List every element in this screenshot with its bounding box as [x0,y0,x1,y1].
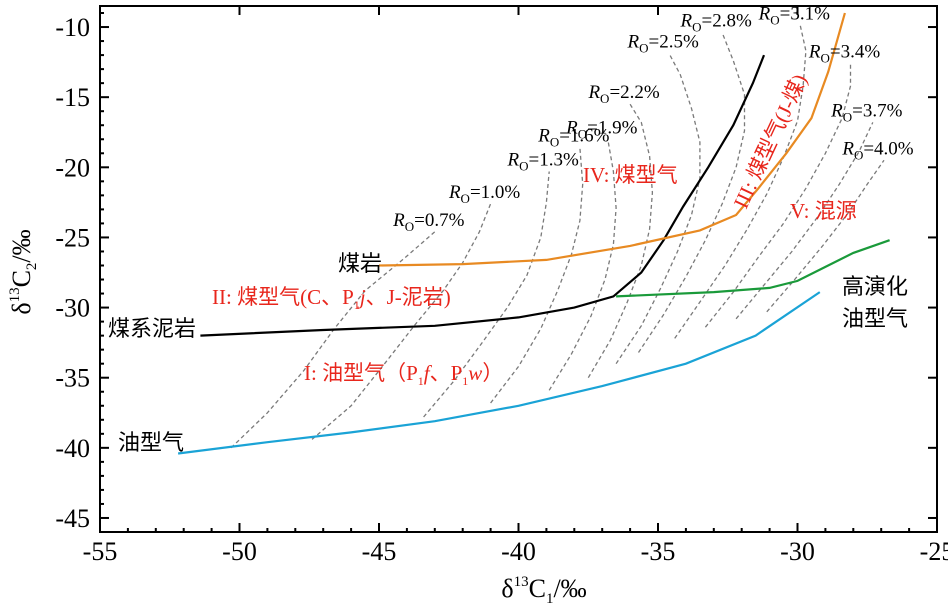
y-axis-title: δ13C2/‰ [7,229,40,314]
series-lines [177,12,890,455]
x-tick-label: -25 [920,537,948,566]
y-tick-label: -30 [55,294,90,323]
ro-label: RO=3.1% [758,4,830,28]
ro-line [704,63,852,328]
label-region-II: II: 煤型气(C、P1j、J-泥岩) [212,285,451,312]
ro-line [423,171,550,418]
ro-isolines [230,25,885,449]
ro-line [548,139,617,391]
ro-labels: RO=0.7% RO=1.0% RO=1.3%RO=1.6%RO=1.9% RO=2.… [392,4,914,234]
label-meiyan: 煤岩 [338,251,382,276]
x-tick-label: -30 [780,537,815,566]
ro-label: RO=1.3% [507,150,579,174]
plot-border [99,5,938,533]
x-tick-label: -55 [83,537,118,566]
ro-label: RO=1.9% [565,117,637,141]
ro-line [637,32,746,353]
ro-label: RO=4.0% [841,138,913,162]
y-tick-label: -40 [55,434,90,463]
label-youxing-qi: 油型气 [118,430,184,455]
ro-line [674,25,807,339]
series-line [378,12,846,267]
x-tick-label: -50 [222,537,257,566]
label-gaoyanhua-1: 高演化 [842,274,908,299]
ro-label: RO=2.2% [587,82,659,106]
y-tick-label: -20 [55,153,90,182]
ro-label: RO=3.4% [808,42,880,66]
label-meixi-niyan: 煤系泥岩 [108,316,196,341]
series-line [177,291,821,455]
ro-line [615,53,701,365]
ro-line [230,231,436,449]
ro-label: RO=1.6% [537,126,609,150]
x-tick-label: -35 [641,537,676,566]
ro-label: RO=2.8% [680,11,752,35]
label-region-V: V: 混源 [790,199,857,223]
ro-line [587,103,654,379]
plot-frame [99,5,938,533]
label-region-III: III: 煤型气(J-煤) [729,70,812,212]
axis-ticks: -55 -50 -45 -40 -35 -30 -25 -45 -40 -35 -30 -25 -20 -… [55,6,948,566]
x-tick-label: -40 [501,537,536,566]
ro-line [311,203,492,440]
ro-line [490,147,584,404]
label-region-IV: IV: 煤型气 [583,163,678,187]
series-line [616,239,890,298]
y-tick-label: -25 [55,223,90,252]
ro-line [766,159,885,313]
series-line [200,54,766,337]
ro-label: RO=0.7% [392,210,464,234]
y-tick-label: -35 [55,364,90,393]
ro-line [735,122,874,320]
x-axis-title: δ13C1/‰ [501,574,586,605]
y-tick-label: -10 [55,13,90,42]
x-tick-label: -45 [362,537,397,566]
label-gaoyanhua-2: 油型气 [842,306,908,331]
label-region-I: I: 油型气（P1f、P1w） [304,361,503,388]
ro-label: RO=2.5% [627,32,699,56]
y-tick-label: -45 [55,504,90,533]
y-tick-label: -15 [55,83,90,112]
ro-label: RO=1.0% [448,182,520,206]
ro-label: RO=3.7% [830,100,902,124]
